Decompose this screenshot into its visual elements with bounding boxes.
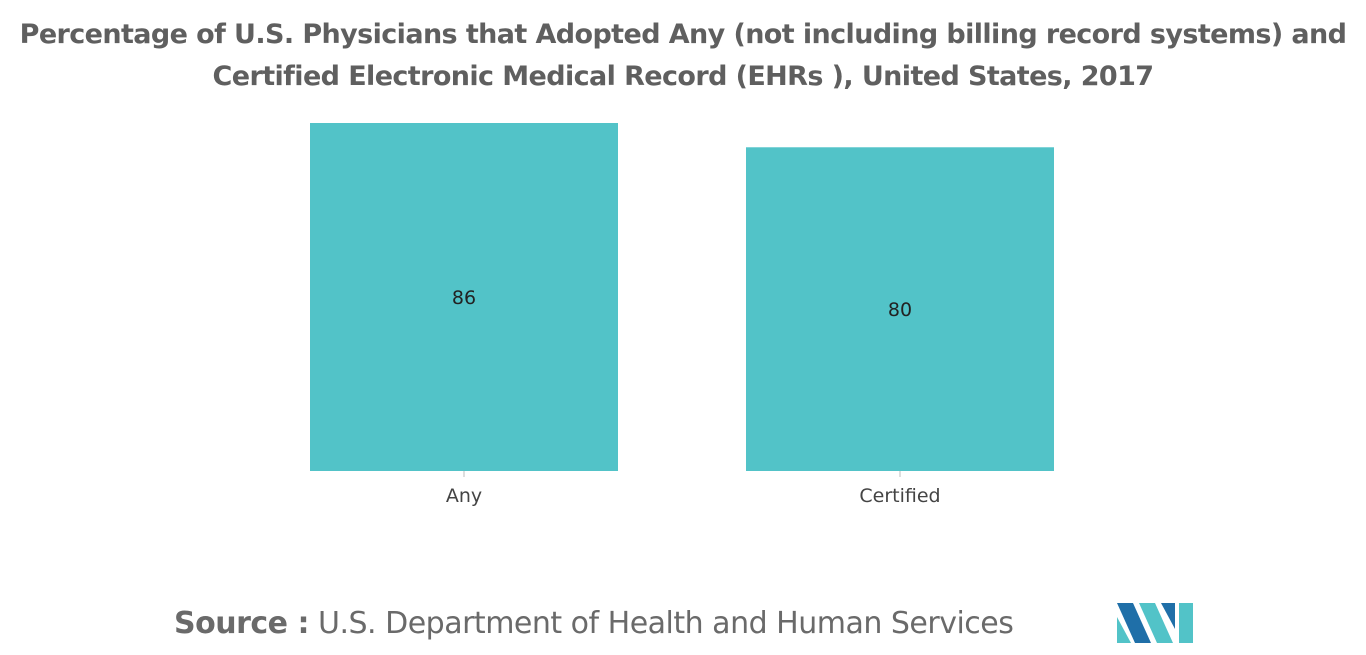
logo-shape (1117, 617, 1131, 643)
x-tick-label-certified: Certified (859, 485, 940, 507)
mordor-intelligence-logo-icon (1117, 603, 1193, 643)
chart-title-line-1: Percentage of U.S. Physicians that Adopt… (19, 19, 1347, 50)
source-label: Source : (174, 606, 309, 641)
source-text: U.S. Department of Health and Human Serv… (318, 606, 1014, 641)
data-label-certified: 80 (888, 299, 912, 321)
logo-shape (1161, 603, 1175, 629)
source-note: Source : U.S. Department of Health and H… (174, 606, 1014, 641)
logo-shape (1179, 603, 1193, 643)
x-tick-label-any: Any (446, 485, 482, 507)
chart-title-line-2: Certified Electronic Medical Record (EHR… (212, 61, 1155, 92)
logo-shape (1139, 603, 1173, 643)
chart-title: Percentage of U.S. Physicians that Adopt… (0, 14, 1366, 98)
bar-certified (746, 147, 1054, 472)
logo-shape (1117, 603, 1151, 643)
bar-any (310, 123, 618, 471)
data-label-any: 86 (452, 287, 476, 309)
